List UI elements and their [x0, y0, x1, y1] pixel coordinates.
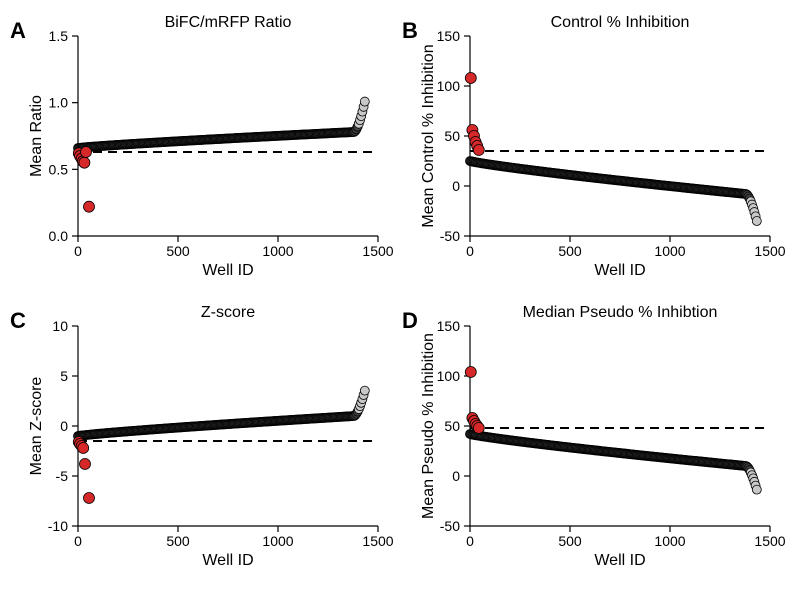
axes	[470, 326, 770, 526]
x-tick-label: 1000	[654, 533, 685, 549]
chart-C: Z-scoreMean Z-scoreWell ID050010001500-1…	[78, 326, 378, 526]
y-tick-label: 150	[437, 318, 461, 334]
y-tick-label: 10	[52, 318, 68, 334]
data-series-hits	[465, 367, 484, 434]
x-tick-label: 0	[74, 243, 82, 259]
figure: { "layout": { "figure_size": [800, 591],…	[0, 0, 800, 591]
hit-point	[84, 201, 95, 212]
hit-point	[79, 157, 90, 168]
x-tick-label: 1000	[262, 533, 293, 549]
x-tick-label: 500	[166, 533, 190, 549]
x-tick-label: 1500	[362, 533, 393, 549]
hit-point	[80, 459, 91, 470]
data-series-hits	[465, 73, 484, 156]
panel-label-A: A	[10, 18, 26, 44]
y-tick-label: 150	[437, 28, 461, 44]
hit-point	[465, 367, 476, 378]
panel-label-C: C	[10, 308, 26, 334]
hit-point	[84, 493, 95, 504]
y-axis-label: Mean Z-score	[28, 326, 46, 526]
y-tick-label: 1.5	[49, 28, 69, 44]
chart-B: Control % InhibitionMean Control % Inhib…	[470, 36, 770, 236]
x-tick-label: 500	[558, 533, 582, 549]
data-series-main	[466, 157, 762, 226]
x-tick-label: 0	[74, 533, 82, 549]
x-tick-label: 1500	[362, 243, 393, 259]
hit-point	[465, 73, 476, 84]
y-tick-label: 5	[60, 368, 68, 384]
y-tick-label: 50	[444, 418, 460, 434]
x-tick-label: 1000	[262, 243, 293, 259]
hit-point	[81, 147, 92, 158]
x-tick-label: 0	[466, 533, 474, 549]
x-tick-label: 500	[558, 243, 582, 259]
chart-A: BiFC/mRFP RatioMean RatioWell ID05001000…	[78, 36, 378, 236]
chart-svg: 0 500 1000 1500 -50 0 50 100 150	[440, 316, 800, 556]
x-tick-label: 1500	[754, 243, 785, 259]
y-tick-label: -50	[440, 518, 460, 534]
chart-D: Median Pseudo % InhibtionMean Pseudo % I…	[470, 326, 770, 526]
hit-point	[473, 145, 484, 156]
y-tick-label: 0	[60, 418, 68, 434]
y-tick-label: -50	[440, 228, 460, 244]
data-series-main	[466, 430, 762, 495]
y-tick-label: 0	[452, 178, 460, 194]
y-axis-label: Mean Control % Inhibition	[420, 36, 438, 236]
chart-svg: 0 500 1000 1500 0.0 0.5 1.0 1.5	[48, 26, 408, 266]
y-tick-label: 0.0	[49, 228, 69, 244]
data-series-main	[74, 97, 370, 152]
y-tick-label: 100	[437, 78, 461, 94]
x-tick-label: 0	[466, 243, 474, 259]
hit-point	[473, 423, 484, 434]
axes	[470, 36, 770, 236]
y-tick-label: 50	[444, 128, 460, 144]
chart-svg: 0 500 1000 1500 -50 0 50 100 150	[440, 26, 800, 266]
y-tick-label: -10	[48, 518, 68, 534]
y-tick-label: 100	[437, 368, 461, 384]
y-tick-label: 0.5	[49, 161, 69, 177]
data-series-hits	[73, 147, 94, 213]
y-axis-label: Mean Ratio	[28, 36, 46, 236]
y-axis-label: Mean Pseudo % Inhibition	[420, 326, 438, 526]
y-tick-label: 0	[452, 468, 460, 484]
x-tick-label: 500	[166, 243, 190, 259]
x-tick-label: 1500	[754, 533, 785, 549]
x-tick-label: 1000	[654, 243, 685, 259]
y-tick-label: 1.0	[49, 95, 69, 111]
data-series-hits	[73, 437, 94, 504]
y-tick-label: -5	[56, 468, 69, 484]
hit-point	[78, 443, 89, 454]
chart-svg: 0 500 1000 1500 -10 -5 0 5 10	[48, 316, 408, 556]
data-series-main	[74, 386, 370, 440]
